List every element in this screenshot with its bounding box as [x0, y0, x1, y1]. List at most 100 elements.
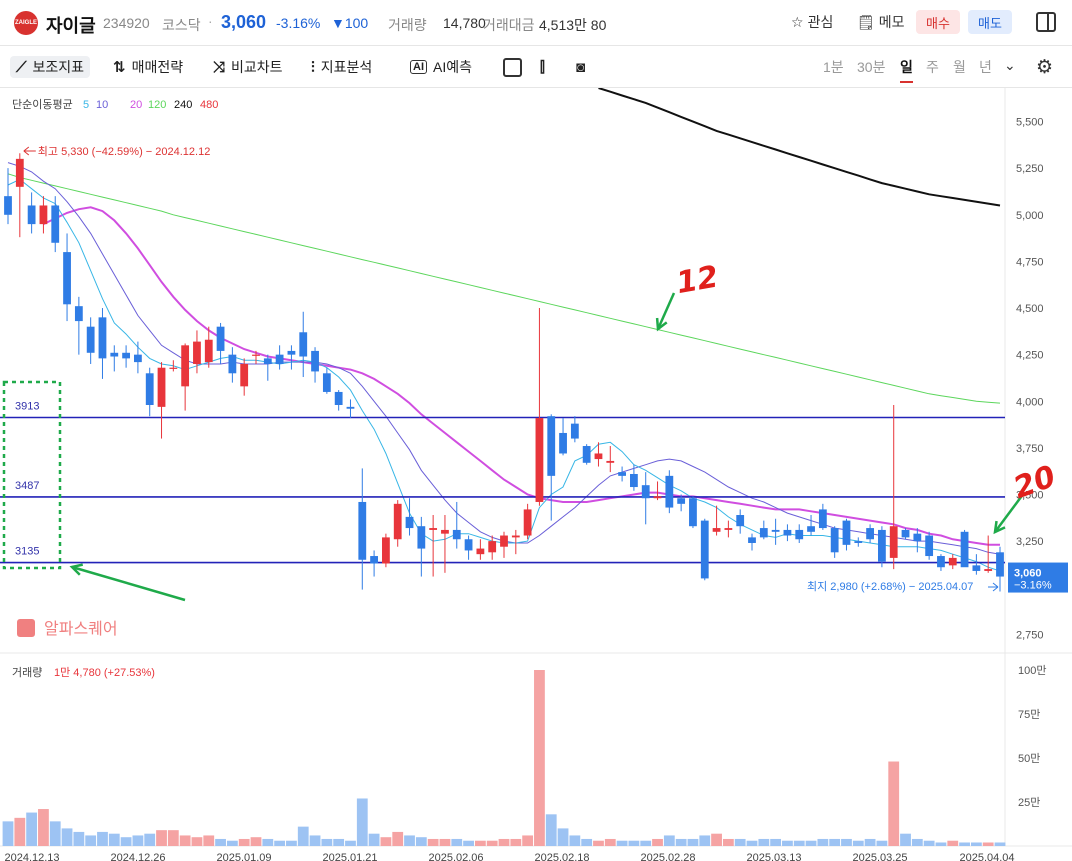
volume-bar [534, 670, 545, 846]
candle-body [181, 345, 190, 387]
annotation-arrow-right-head [993, 520, 1006, 535]
candle-body [263, 358, 272, 364]
watermark-logo [17, 619, 35, 637]
volume-bar [852, 840, 864, 846]
screenshot-button[interactable]: ◙ [576, 56, 585, 78]
stock-header: ZAIGLE 자이글 234920 코스닥 · 3,060 -3.16% ▼10… [0, 0, 1072, 46]
period-day[interactable]: 일 [900, 57, 913, 83]
candle-body [582, 446, 591, 463]
axes: 5,500 5,250 5,000 4,750 4,500 4,250 4,000 3,750… [4, 117, 1046, 861]
current-price: 3,060 [221, 12, 267, 32]
chart-type-button[interactable]: ⫿ [540, 56, 545, 78]
candle-body [500, 535, 508, 547]
y-tick-label: 4,250 [1016, 350, 1044, 362]
indicator-button[interactable]: ⟋ 보조지표 [10, 56, 91, 78]
sell-button[interactable]: 매도 [968, 10, 1012, 34]
volume-bar [73, 831, 85, 846]
candle-body [252, 354, 260, 356]
chevron-down-icon[interactable]: ⌄ [1004, 57, 1016, 73]
candle-body [689, 498, 697, 527]
volume-tick-label: 100만 [1018, 664, 1046, 677]
volume-bar [817, 838, 829, 846]
volume-title: 거래량 [12, 666, 42, 679]
candle-body [665, 475, 674, 508]
candle-body [240, 363, 249, 387]
price-chart[interactable]: 3913 3487 3135 5,500 5,250 5,000 4,750 4,500 4,… [0, 88, 1072, 861]
volume-bar [569, 835, 581, 846]
ma-legend-item: 240 [174, 99, 192, 111]
candle-body [63, 252, 71, 305]
candle-body [594, 453, 603, 460]
candle-body [901, 529, 910, 538]
candle-body [287, 350, 296, 355]
period-1min[interactable]: 1분 [823, 59, 844, 75]
volume-bar [415, 837, 427, 846]
ma-legend-item: 120 [148, 99, 166, 111]
period-week[interactable]: 주 [926, 59, 939, 75]
period-year[interactable]: 년 [979, 59, 992, 75]
volume-bar [510, 838, 522, 846]
candle-body [948, 557, 957, 566]
square-icon [503, 57, 522, 77]
volume-bar [593, 840, 604, 846]
favorite-button[interactable]: ☆ 관심 [791, 12, 833, 32]
candle-body [134, 354, 142, 363]
period-month[interactable]: 월 [953, 59, 966, 75]
candle-body [204, 339, 213, 363]
compare-button[interactable]: ⤨ 비교차트 [213, 56, 283, 78]
candle-body [724, 528, 733, 530]
candle-body [382, 537, 390, 564]
volume-bar [758, 838, 770, 846]
strategy-button[interactable]: ⇅ 매매전략 [113, 56, 183, 78]
analysis-button[interactable]: ⫶ 지표분석 [311, 56, 372, 78]
analysis-label: 지표분석 [320, 59, 373, 75]
candle-body [641, 485, 650, 499]
y-tick-label: 2,750 [1016, 629, 1044, 641]
candle-body [417, 526, 426, 549]
volume-bar [439, 838, 451, 846]
candle-body [913, 533, 922, 542]
square-tool-button[interactable] [503, 56, 522, 78]
candle-body [960, 531, 969, 568]
candle-body [996, 552, 1004, 577]
volume-bar [203, 835, 215, 846]
volume-bar [900, 833, 911, 846]
min-price-label: 최지 2,980 (+2.68%) − 2025.04.07 [807, 580, 973, 593]
buy-button[interactable]: 매수 [916, 10, 960, 34]
candle-body [464, 539, 473, 551]
memo-button[interactable]: 🗒 메모 [857, 12, 905, 32]
candle-body [488, 541, 497, 553]
volume-bars [2, 670, 1006, 846]
y-tick-label: 5,500 [1016, 117, 1044, 129]
candle-body [830, 528, 839, 553]
annotation-arrow-left-head [69, 563, 84, 576]
volume-bar [2, 821, 14, 846]
period-30min[interactable]: 30분 [857, 59, 886, 75]
side-panel-icon[interactable] [1036, 12, 1056, 32]
candle-body [878, 529, 886, 562]
ai-predict-button[interactable]: AI AI예측 [410, 56, 472, 78]
gear-icon[interactable]: ⚙ [1036, 57, 1054, 78]
annotation-arrow-top-head [655, 317, 668, 332]
candles [4, 153, 1004, 592]
candle-body [98, 317, 107, 359]
volume-bar [215, 838, 226, 846]
candle-body [653, 496, 662, 499]
candle-body [759, 528, 768, 538]
camera-icon: ◙ [576, 58, 586, 76]
volume-bar [132, 835, 144, 846]
watermark-text: 알파스퀘어 [44, 620, 118, 638]
support-label: 3135 [15, 546, 39, 558]
current-price-tag-value: 3,060 [1014, 568, 1042, 580]
x-tick-label: 2025.02.18 [534, 852, 589, 861]
candle-body [984, 569, 993, 571]
amount-value: 4,513만 80 [539, 17, 607, 33]
x-tick-label: 2025.03.25 [852, 852, 907, 861]
volume-bar [746, 840, 758, 846]
current-price-tag [1008, 562, 1068, 593]
volume-bar [427, 838, 439, 846]
volume-bar [191, 837, 203, 846]
ma120-line [7, 173, 1001, 404]
volume-bar [770, 838, 782, 846]
candle-body [393, 503, 402, 540]
